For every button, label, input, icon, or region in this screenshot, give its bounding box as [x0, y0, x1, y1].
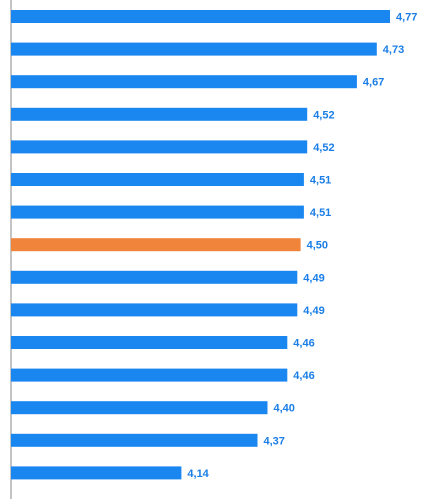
bar-5 [11, 173, 304, 186]
data-label-10: 4,46 [293, 338, 314, 350]
data-label-12: 4,40 [274, 403, 295, 415]
data-label-13: 4,37 [264, 435, 285, 447]
data-label-14: 4,14 [187, 468, 209, 480]
bar-13 [11, 433, 258, 447]
data-label-6: 4,51 [310, 207, 331, 219]
bar-1 [11, 42, 377, 56]
bars-group [11, 10, 390, 480]
bar-12 [11, 401, 268, 415]
bar-0 [11, 10, 390, 23]
data-label-5: 4,51 [310, 175, 331, 187]
bar-8 [11, 270, 298, 284]
bar-9 [11, 303, 298, 317]
data-label-4: 4,52 [313, 142, 334, 154]
data-label-3: 4,52 [313, 109, 334, 121]
data-label-1: 4,73 [383, 44, 404, 56]
data-label-9: 4,49 [303, 305, 324, 317]
data-label-7: 4,50 [307, 240, 328, 252]
data-label-2: 4,67 [363, 77, 384, 89]
data-label-0: 4,77 [396, 12, 417, 24]
data-label-8: 4,49 [303, 272, 324, 284]
bar-3 [11, 107, 308, 121]
bar-2 [11, 75, 357, 89]
bar-14 [11, 466, 182, 480]
bar-7 [11, 238, 301, 252]
data-labels-group: 4,77 4,73 4,67 4,52 4,52 4,51 4,51 4,50 4,49 4,49… [187, 12, 417, 480]
data-label-11: 4,46 [293, 370, 314, 382]
bar-11 [11, 368, 288, 382]
bar-10 [11, 336, 288, 349]
bar-4 [11, 140, 308, 154]
bar-6 [11, 205, 304, 219]
